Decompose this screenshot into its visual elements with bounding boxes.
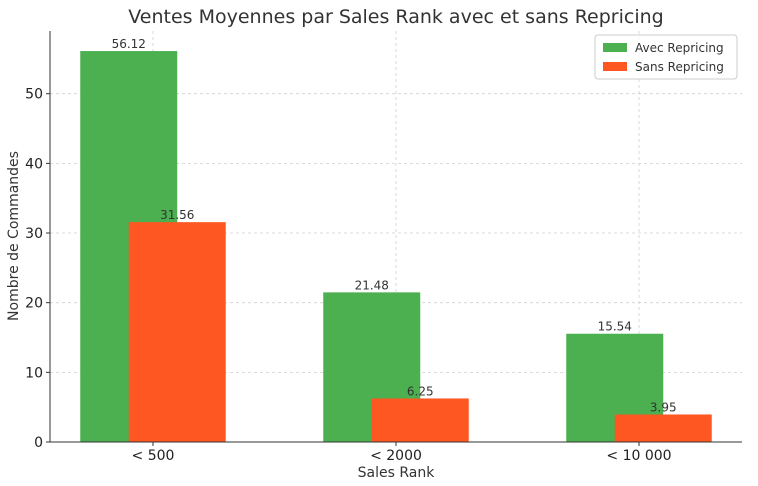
bar-value-label: 31.56	[160, 208, 194, 222]
y-tick-label: 30	[25, 226, 43, 242]
bars	[80, 51, 712, 442]
y-tick-label: 0	[34, 435, 43, 451]
bar-sans-repricing	[371, 398, 469, 442]
y-tick-label: 40	[25, 156, 43, 172]
axes: 0 10 20 30 40 50 < 500 < 2000 < 10 000	[25, 31, 742, 464]
legend-swatch	[603, 62, 627, 71]
legend-label: Avec Repricing	[635, 41, 724, 55]
data-labels: 56.12 21.48 15.54 31.56 6.25 3.95	[112, 37, 677, 414]
x-tick-label: < 500	[132, 448, 175, 464]
legend-swatch	[603, 43, 627, 52]
legend-label: Sans Repricing	[635, 60, 724, 74]
bar-value-label: 21.48	[355, 278, 389, 292]
chart-title: Ventes Moyennes par Sales Rank avec et s…	[128, 6, 663, 28]
bar-sans-repricing	[128, 222, 226, 442]
x-tick-label: < 10 000	[606, 448, 671, 464]
bar-value-label: 56.12	[112, 37, 146, 51]
y-tick-label: 10	[25, 365, 43, 381]
legend-box	[594, 34, 738, 80]
bar-value-label: 3.95	[650, 400, 677, 414]
x-tick-label: < 2000	[370, 448, 422, 464]
x-axis-label: Sales Rank	[358, 465, 436, 481]
y-axis-label: Nombre de Commandes	[6, 151, 22, 321]
bar-value-label: 15.54	[598, 320, 632, 334]
y-tick-label: 20	[25, 296, 43, 312]
bar-value-label: 6.25	[407, 384, 434, 398]
legend: Avec Repricing Sans Repricing	[594, 34, 738, 80]
bar-sans-repricing	[614, 414, 712, 442]
y-tick-label: 50	[25, 87, 43, 103]
